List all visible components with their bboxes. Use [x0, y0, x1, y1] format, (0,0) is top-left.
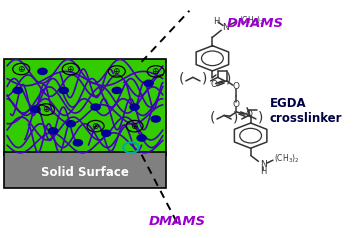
Circle shape [38, 68, 47, 74]
Text: $\oplus$: $\oplus$ [42, 104, 50, 114]
Circle shape [91, 104, 100, 110]
Text: DMAMS: DMAMS [226, 17, 284, 30]
Circle shape [151, 116, 160, 122]
Text: O: O [233, 100, 240, 109]
Text: N: N [259, 160, 267, 169]
Text: $\oplus$: $\oplus$ [152, 66, 160, 76]
Circle shape [73, 140, 82, 146]
Circle shape [31, 106, 40, 113]
Text: DMAMS: DMAMS [148, 215, 206, 228]
Text: H: H [260, 167, 266, 176]
Text: ): ) [233, 110, 238, 124]
Text: $\oplus$: $\oplus$ [113, 66, 121, 76]
Bar [4, 60, 166, 155]
Text: $\oplus$: $\oplus$ [91, 121, 100, 131]
Text: N: N [222, 23, 229, 32]
Text: EGDA
crosslinker: EGDA crosslinker [270, 97, 342, 125]
Text: O: O [245, 110, 252, 119]
Text: (: ( [179, 72, 184, 85]
Text: ): ) [257, 110, 263, 124]
Circle shape [59, 87, 68, 94]
Circle shape [137, 135, 146, 141]
Circle shape [112, 87, 121, 94]
Circle shape [48, 128, 58, 134]
Text: ): ) [201, 72, 207, 85]
Circle shape [66, 121, 75, 127]
Text: (CH$_3$)$_2$: (CH$_3$)$_2$ [274, 153, 300, 165]
Text: $\oplus$: $\oplus$ [130, 121, 139, 131]
Text: (CH$_3$)$_2$: (CH$_3$)$_2$ [239, 15, 264, 27]
Text: H: H [213, 17, 219, 26]
Circle shape [130, 104, 139, 110]
Bar [4, 152, 166, 188]
Text: O: O [211, 79, 218, 89]
Text: O: O [233, 82, 240, 91]
Text: (: ( [210, 110, 216, 124]
Text: Solid Surface: Solid Surface [41, 166, 129, 179]
Circle shape [102, 130, 111, 136]
Text: ): ) [226, 72, 232, 85]
Text: $\oplus$: $\oplus$ [17, 64, 25, 74]
Text: $\oplus$: $\oplus$ [67, 64, 75, 74]
Circle shape [13, 87, 22, 94]
Circle shape [144, 80, 153, 86]
